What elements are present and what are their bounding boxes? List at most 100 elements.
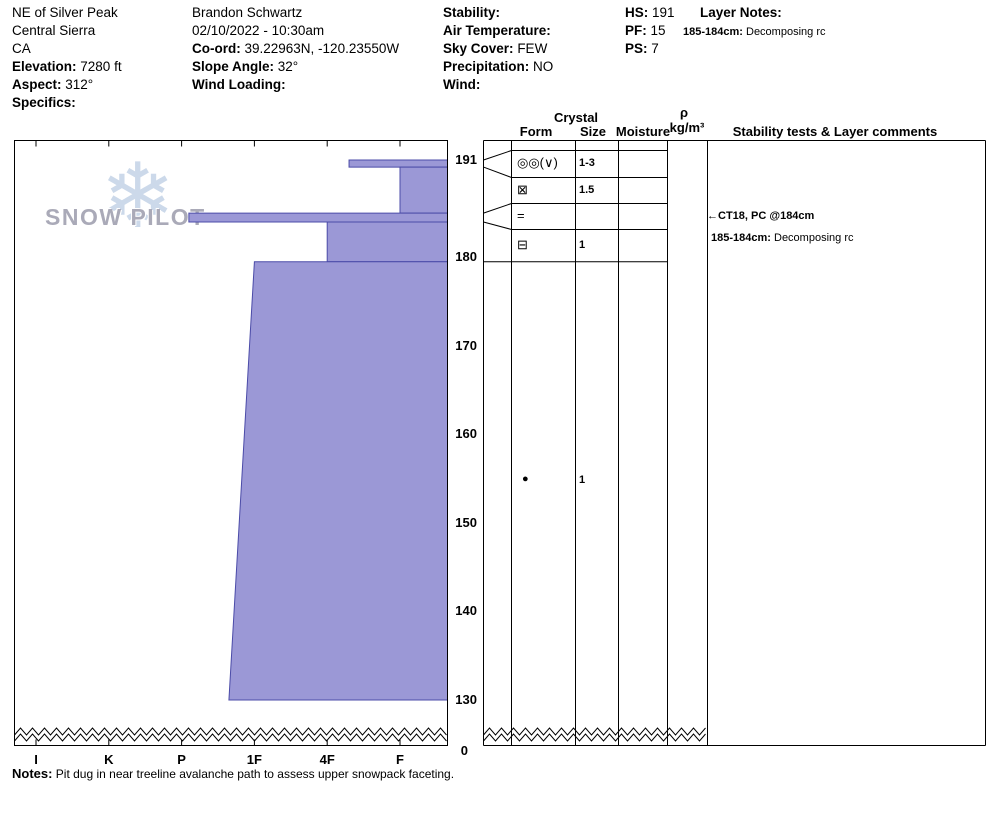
wind-loading-label: Wind Loading: — [192, 77, 286, 92]
slope-angle-value: 32° — [277, 59, 299, 74]
hs-value: 191 — [652, 5, 675, 20]
coord-label: Co-ord: — [192, 41, 241, 56]
grain-form-symbol: ⊟ — [517, 236, 528, 252]
hardness-axis-label: F — [396, 752, 404, 767]
site-region: Central Sierra — [12, 23, 96, 38]
layer-bar-2 — [188, 212, 448, 223]
column-header-moisture: Moisture — [615, 124, 671, 139]
grain-form-symbol: = — [517, 207, 525, 223]
pit-datetime: 02/10/2022 - 10:30am — [192, 23, 325, 38]
observer-name: Brandon Schwartz — [192, 5, 303, 20]
column-header-density-units: kg/m³ — [669, 120, 705, 135]
depth-axis-break-label: 0 — [460, 743, 468, 758]
observer-block: Brandon Schwartz 02/10/2022 - 10:30am Co… — [192, 4, 399, 94]
precipitation-value: NO — [533, 59, 554, 74]
column-header-size: Size — [579, 124, 606, 139]
specifics-label: Specifics: — [12, 95, 76, 110]
grain-size-value: 1 — [579, 473, 586, 486]
hardness-axis-label: 4F — [319, 752, 335, 767]
depth-axis-label: 150 — [455, 514, 477, 530]
depth-axis-label: 160 — [455, 426, 477, 442]
coord-value: 39.22963N, -120.23550W — [244, 41, 400, 56]
grain-size-value: 1.5 — [579, 183, 595, 196]
layer-notes-title-text: Layer Notes: — [700, 5, 782, 20]
depth-axis-label: 180 — [455, 249, 477, 265]
grain-size-value: 1 — [579, 238, 586, 251]
sky-cover: Sky Cover: FEW — [443, 40, 553, 58]
slope-angle-label: Slope Angle: — [192, 59, 275, 74]
layer-notes-title: Layer Notes: — [700, 4, 782, 22]
left-arrow-icon: ← — [707, 210, 718, 222]
snowpilot-watermark: ❄ SNOW PILOT — [45, 152, 220, 263]
pit-notes-text: Pit dug in near treeline avalanche path … — [55, 767, 455, 781]
depth-axis-label: 130 — [455, 692, 477, 707]
depth-axis-label: 140 — [455, 603, 477, 619]
elevation-label: Elevation: — [12, 59, 77, 74]
layer-comment-depth: 185-184cm: — [711, 232, 771, 244]
grain-form-symbol: ⊠ — [517, 181, 528, 197]
site-aspect: Aspect: 312° — [12, 76, 122, 94]
pf-value: 15 — [650, 23, 666, 38]
sky-cover-value: FEW — [517, 41, 548, 56]
air-temperature-label: Air Temperature: — [443, 23, 551, 38]
elevation-value: 7280 ft — [80, 59, 122, 74]
column-header-form: Form — [519, 124, 553, 139]
depth-axis-label: 170 — [455, 337, 477, 353]
grain-form-symbol: ● — [522, 472, 529, 485]
weather-block: Stability: Air Temperature: Sky Cover: F… — [443, 4, 553, 94]
wind: Wind: — [443, 76, 553, 94]
precipitation-label: Precipitation: — [443, 59, 530, 74]
column-header-comments: Stability tests & Layer comments — [732, 124, 938, 139]
site-name: NE of Silver Peak — [12, 5, 118, 20]
precipitation: Precipitation: NO — [443, 58, 553, 76]
snowflake-icon: ❄ — [100, 147, 176, 247]
layer-notes-depth: 185-184cm: — [683, 26, 743, 38]
layer-notes-text: Decomposing rc — [746, 26, 826, 38]
hs-metric: HS: 191 — [625, 4, 675, 22]
hardness-axis-label: K — [104, 752, 114, 767]
grain-form-symbol: ◎◎(∨) — [517, 155, 558, 170]
air-temperature: Air Temperature: — [443, 22, 553, 40]
site-specifics: Specifics: — [12, 94, 122, 112]
sky-cover-label: Sky Cover: — [443, 41, 514, 56]
stability-test-text: CT18, PC @184cm — [718, 210, 815, 222]
wind-loading: Wind Loading: — [192, 76, 399, 94]
metrics-block: HS: 191 PF: 15 PS: 7 — [625, 4, 675, 58]
ps-metric: PS: 7 — [625, 40, 675, 58]
slope-angle: Slope Angle: 32° — [192, 58, 399, 76]
layer-bar-0 — [348, 159, 448, 168]
watermark-text: SNOW PILOT — [45, 204, 206, 230]
hs-label: HS: — [625, 5, 649, 20]
stability-label: Stability: — [443, 5, 501, 20]
hardness-axis-label: 1F — [246, 752, 262, 767]
hardness-axis-label: P — [177, 752, 186, 767]
hardness-axis-label: I — [34, 752, 38, 767]
grain-size-value: 1-3 — [579, 157, 595, 169]
wind-label: Wind: — [443, 77, 481, 92]
ps-label: PS: — [625, 41, 648, 56]
site-elevation: Elevation: 7280 ft — [12, 58, 122, 76]
profile-box — [14, 140, 448, 746]
aspect-label: Aspect: — [12, 77, 62, 92]
column-header-crystal: Crystal — [553, 110, 599, 125]
layer-bar-1 — [399, 166, 448, 214]
stability: Stability: — [443, 4, 553, 22]
stability-test-annotation: ←CT18, PC @184cm — [707, 210, 814, 223]
pf-metric: PF: 15 — [625, 22, 675, 40]
layer-comment-text: Decomposing rc — [774, 232, 854, 244]
site-state: CA — [12, 41, 31, 56]
pit-notes: Notes: Pit dug in near treeline avalanch… — [12, 766, 454, 781]
pf-label: PF: — [625, 23, 647, 38]
site-info-block: NE of Silver Peak Central Sierra CA Elev… — [12, 4, 122, 112]
coordinates: Co-ord: 39.22963N, -120.23550W — [192, 40, 399, 58]
column-header-density-symbol: ρ — [679, 105, 689, 120]
ps-value: 7 — [651, 41, 659, 56]
layer-comment-annotation: 185-184cm: Decomposing rc — [711, 232, 853, 245]
pit-notes-label: Notes: — [12, 766, 53, 781]
layer-bar-3 — [326, 221, 448, 263]
layer-notes-entry: 185-184cm: Decomposing rc — [683, 26, 825, 39]
depth-axis-label: 191 — [455, 152, 477, 167]
layer-bar-4 — [228, 261, 448, 701]
aspect-value: 312° — [65, 77, 94, 92]
